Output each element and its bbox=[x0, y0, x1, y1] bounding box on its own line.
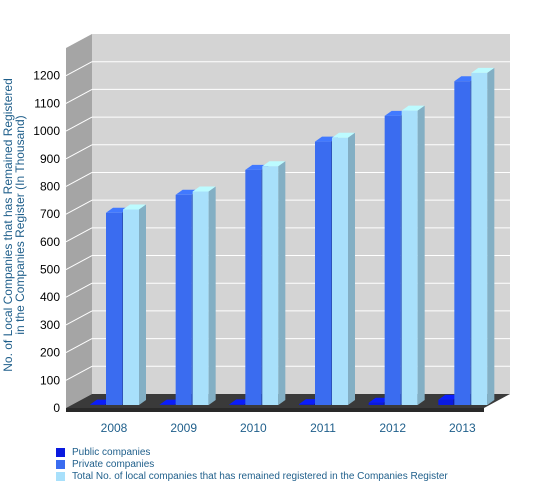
bar-front bbox=[401, 110, 418, 405]
y-axis-label-line: in the Companies Register (In Thousand) bbox=[13, 115, 27, 334]
bars bbox=[90, 67, 495, 405]
y-axis-ticks: 0 100 200 300 400 500 600 700 800 900 1000 1100 1200 bbox=[33, 69, 60, 415]
bar-front bbox=[192, 191, 209, 405]
gridline-side bbox=[65, 338, 93, 354]
bar-front bbox=[332, 137, 348, 405]
x-tick-label: 2012 bbox=[379, 421, 406, 435]
gridline-side bbox=[65, 116, 93, 132]
bar-front bbox=[229, 404, 245, 405]
bar-front bbox=[262, 166, 279, 405]
bar-total-2012 bbox=[401, 105, 425, 405]
y-tick-label: 400 bbox=[40, 290, 60, 304]
gridline-side bbox=[65, 172, 93, 187]
x-tick-label: 2009 bbox=[170, 421, 197, 435]
y-tick-label: 700 bbox=[40, 207, 60, 221]
bar-front bbox=[438, 399, 454, 405]
y-axis-label-line: No. of Local Companies that has Remained… bbox=[1, 78, 15, 372]
x-axis-ticks: 2008 2009 2010 2011 2012 2013 bbox=[101, 421, 476, 435]
x-tick-label: 2008 bbox=[101, 421, 128, 435]
y-axis-label: No. of Local Companies that has Remained… bbox=[1, 78, 27, 372]
gridline-side bbox=[65, 88, 93, 104]
x-tick-label: 2013 bbox=[449, 421, 476, 435]
legend-label-total: Total No. of local companies that has re… bbox=[72, 470, 448, 482]
bar-total-2011 bbox=[332, 132, 355, 405]
bar-front bbox=[315, 141, 331, 405]
bar-side bbox=[278, 161, 286, 405]
bar-front bbox=[471, 72, 488, 405]
bar-front bbox=[384, 115, 401, 405]
bar-front bbox=[299, 404, 314, 405]
legend-swatch-total bbox=[56, 471, 65, 481]
bar-side bbox=[139, 204, 146, 405]
y-tick-label: 1200 bbox=[33, 69, 60, 83]
gridline-side bbox=[65, 144, 93, 160]
gridline-side bbox=[65, 61, 93, 77]
gridline-side bbox=[65, 365, 93, 381]
legend-swatch-private bbox=[56, 459, 65, 469]
legend-item-public: Public companies bbox=[56, 446, 448, 458]
legend-label-public: Public companies bbox=[72, 446, 151, 458]
y-tick-label: 500 bbox=[40, 263, 60, 277]
bar-side bbox=[208, 186, 216, 405]
bar-total-2008 bbox=[123, 204, 146, 405]
bar-front bbox=[175, 194, 192, 405]
y-tick-label: 100 bbox=[40, 373, 60, 387]
legend-swatch-public bbox=[56, 447, 65, 457]
y-tick-label: 200 bbox=[40, 346, 60, 360]
bar-front bbox=[245, 169, 262, 405]
x-tick-label: 2010 bbox=[240, 421, 267, 435]
gridline-side bbox=[65, 310, 93, 326]
bar-front bbox=[123, 209, 139, 405]
bar-top bbox=[192, 186, 216, 192]
bar-total-2013 bbox=[471, 67, 495, 405]
legend-item-private: Private companies bbox=[56, 458, 448, 470]
bar-top bbox=[401, 105, 425, 111]
y-tick-label: 0 bbox=[53, 401, 60, 415]
legend-item-total: Total No. of local companies that has re… bbox=[56, 470, 448, 482]
y-tick-label: 600 bbox=[40, 235, 60, 249]
legend-label-private: Private companies bbox=[72, 458, 155, 470]
bar-front bbox=[454, 81, 471, 405]
gridlines bbox=[65, 61, 510, 381]
y-tick-label: 900 bbox=[40, 152, 60, 166]
y-tick-label: 1100 bbox=[34, 96, 60, 110]
left-wall bbox=[66, 34, 92, 408]
bar-top bbox=[262, 161, 286, 167]
y-tick-label: 1000 bbox=[33, 124, 60, 138]
bar-front bbox=[368, 402, 384, 405]
legend: Public companies Private companies Total… bbox=[56, 446, 448, 482]
gridline-side bbox=[65, 282, 93, 298]
bar-side bbox=[487, 67, 495, 405]
bar-top bbox=[471, 67, 495, 73]
back-wall bbox=[92, 34, 510, 394]
bar-front bbox=[106, 212, 122, 405]
y-tick-label: 800 bbox=[40, 179, 60, 193]
gridline-side bbox=[65, 199, 93, 215]
bar-top bbox=[123, 204, 146, 210]
y-tick-label: 300 bbox=[40, 318, 60, 332]
bar-top bbox=[332, 132, 355, 138]
gridline-side bbox=[65, 255, 93, 270]
bar-total-2010 bbox=[262, 161, 286, 405]
bar-side bbox=[417, 105, 425, 405]
x-tick-label: 2011 bbox=[310, 421, 336, 435]
bar-side bbox=[348, 132, 355, 405]
floor-edge bbox=[66, 408, 484, 412]
gridline-side bbox=[65, 227, 93, 243]
bar-total-2009 bbox=[192, 186, 216, 405]
